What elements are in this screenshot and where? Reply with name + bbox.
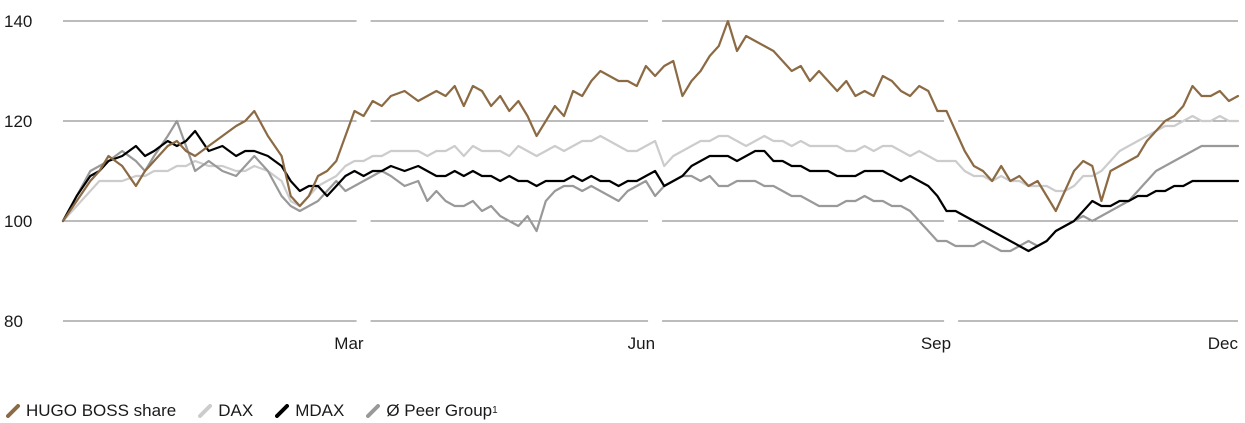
- legend-swatch-icon: [198, 404, 213, 418]
- x-axis-labels: Mar Jun Sep Dec: [334, 334, 1238, 353]
- legend-item-hugo-boss: HUGO BOSS share: [6, 401, 176, 421]
- legend-label: Ø Peer Group: [386, 401, 493, 420]
- y-axis-labels: 80 100 120 140: [4, 12, 32, 331]
- series-line-dax: [61, 114, 1240, 223]
- x-tick-label-mar: Mar: [334, 334, 364, 353]
- legend-swatch-icon: [6, 404, 20, 418]
- x-tick-label-dec: Dec: [1208, 334, 1239, 353]
- x-tick-label-sep: Sep: [921, 334, 951, 353]
- y-tick-label: 140: [4, 12, 32, 31]
- line-chart: 80 100 120 140 Mar Jun Sep Dec: [4, 12, 1240, 353]
- y-tick-label: 120: [4, 112, 32, 131]
- legend-label: HUGO BOSS share: [26, 401, 177, 420]
- series-line-peer-group: [61, 119, 1240, 253]
- legend-label: DAX: [218, 401, 254, 420]
- series-lines: [61, 19, 1240, 253]
- y-tick-label: 80: [4, 312, 23, 331]
- legend-swatch-icon: [275, 404, 290, 418]
- legend-label: MDAX: [295, 401, 345, 420]
- legend-item-peer-group: Ø Peer Group 1: [366, 401, 498, 421]
- series-line-mdax: [61, 129, 1240, 253]
- legend-swatch-icon: [366, 404, 381, 418]
- legend-item-dax: DAX: [198, 401, 253, 421]
- series-line-hugo-boss-share: [61, 19, 1240, 223]
- chart-legend: HUGO BOSS share DAX MDAX Ø Peer Group 1: [6, 401, 520, 421]
- y-tick-label: 100: [4, 212, 32, 231]
- legend-item-mdax: MDAX: [275, 401, 344, 421]
- x-tick-label-jun: Jun: [628, 334, 655, 353]
